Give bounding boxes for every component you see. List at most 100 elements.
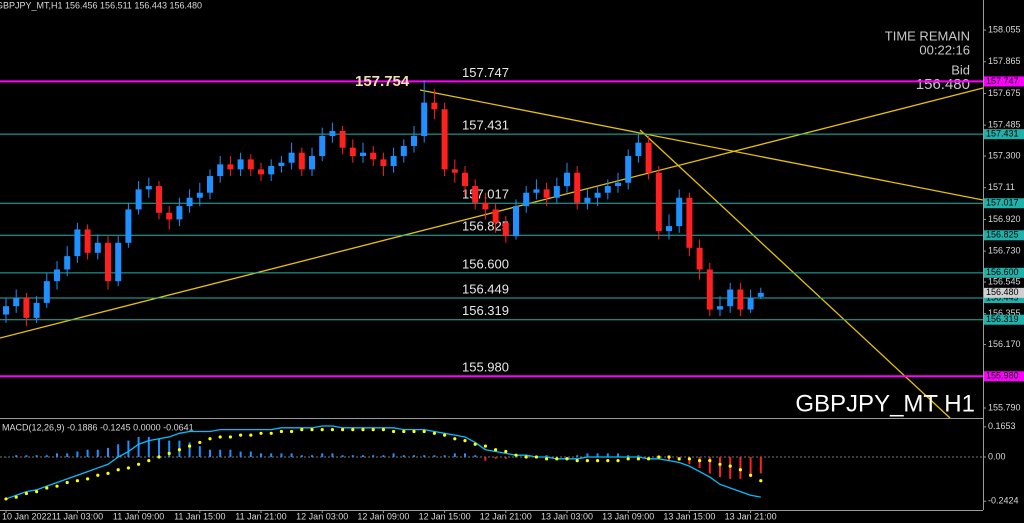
macd-histogram-bar (239, 451, 242, 458)
macd-histogram-bar (688, 457, 691, 465)
signal-dot (524, 455, 528, 459)
candle-body (43, 281, 50, 303)
signal-dot (422, 429, 426, 434)
x-tick-label: 13 Jan 09:00 (602, 511, 654, 521)
candle-body (482, 202, 489, 210)
signal-dot (749, 473, 753, 477)
candle-body (360, 152, 366, 157)
candle-body (64, 256, 71, 270)
x-tick-label: 11 Jan 21:00 (235, 511, 286, 521)
candle-body (23, 297, 30, 318)
macd-histogram-bar (576, 455, 579, 458)
candle-body (237, 159, 244, 170)
candle-body (3, 306, 9, 315)
y-tick-label: 156.355 (988, 308, 1021, 318)
macd-title: MACD(12,26,9) -0.1886 -0.1245 0.0000 -0.… (2, 422, 194, 432)
signal-dot (177, 448, 181, 452)
macd-histogram-bar (147, 436, 150, 458)
y-tick-label: 157.675 (988, 88, 1021, 98)
bid-tag (984, 287, 1024, 298)
candle-body (319, 135, 326, 157)
macd-histogram-bar (331, 453, 334, 458)
macd-histogram-bar (311, 455, 313, 458)
candle-body (523, 192, 530, 207)
signal-dot (330, 428, 334, 432)
candle-body (186, 197, 193, 207)
signal-dot (14, 495, 18, 499)
signal-dot (167, 451, 171, 455)
level-label: 157.747 (462, 65, 509, 80)
price-tag (984, 198, 1024, 209)
signal-dot (626, 457, 630, 461)
macd-histogram-bar (637, 455, 640, 458)
price-tag-label: 157.747 (986, 76, 1019, 86)
signal-dot (565, 457, 569, 461)
candle-body (176, 206, 183, 220)
macd-histogram-bar (617, 453, 619, 458)
signal-dot (667, 455, 671, 459)
signal-dot (341, 428, 345, 432)
signal-dot (636, 457, 641, 461)
macd-histogram-bar (719, 457, 721, 478)
candle-body (400, 146, 407, 157)
level-label: 157.431 (462, 118, 509, 133)
macd-histogram-bar (117, 444, 120, 458)
price-tag-label: 156.825 (986, 230, 1019, 240)
y-tick-label: 155.790 (988, 402, 1021, 412)
y-tick-label: 157.300 (988, 150, 1021, 160)
signal-dot (249, 433, 253, 437)
signal-dot (239, 433, 243, 437)
macd-histogram-bar (341, 455, 344, 458)
macd-histogram-bar (107, 447, 109, 458)
signal-dot (188, 444, 192, 448)
price-tag (984, 293, 1024, 304)
price-tag-label: 155.980 (986, 371, 1019, 381)
signal-dot (198, 440, 202, 445)
macd-histogram-bar (96, 449, 99, 458)
signal-dot (483, 444, 487, 448)
macd-histogram-bar (423, 455, 426, 458)
candle-body (645, 142, 652, 173)
macd-histogram-bar (229, 449, 232, 458)
macd-histogram-bar (372, 455, 375, 458)
candle-body (227, 164, 234, 170)
candle-body (74, 229, 81, 257)
signal-dot (157, 455, 161, 459)
price-tag (984, 230, 1024, 241)
signal-dot (4, 497, 8, 501)
macd-histogram-bar (260, 453, 262, 458)
signal-dot (657, 455, 661, 459)
signal-dot (728, 464, 732, 468)
candle-body (676, 197, 683, 227)
signal-dot (208, 437, 212, 441)
signal-dot (463, 438, 467, 443)
candle-body (574, 172, 581, 203)
macd-histogram-bar (198, 446, 201, 458)
signal-dot (300, 428, 304, 432)
signal-dot (381, 428, 385, 432)
candle-body (309, 156, 315, 170)
candle-body (727, 289, 734, 307)
watermark: GBPJPY_MT H1 (795, 390, 975, 417)
candle-body (462, 172, 468, 187)
macd-histogram-bar (35, 455, 38, 458)
macd-histogram-bar (708, 457, 711, 474)
candle-body (115, 242, 122, 282)
macd-histogram-bar (433, 455, 436, 458)
macd-histogram-bar (402, 455, 405, 458)
signal-dot (96, 473, 100, 477)
candle-body (686, 197, 693, 248)
signal-dot (320, 428, 324, 432)
macd-histogram-bar (209, 449, 211, 458)
candle-body (288, 152, 295, 163)
macd-histogram-bar (515, 457, 517, 458)
candle-body (268, 166, 275, 175)
signal-dot (75, 479, 79, 483)
signal-dot (106, 471, 110, 476)
price-tag-label: 157.431 (986, 129, 1019, 139)
candle-body (594, 192, 601, 198)
y-tick-label: 156.920 (988, 214, 1021, 224)
macd-histogram-bar (413, 455, 415, 458)
price-tag (984, 129, 1024, 140)
